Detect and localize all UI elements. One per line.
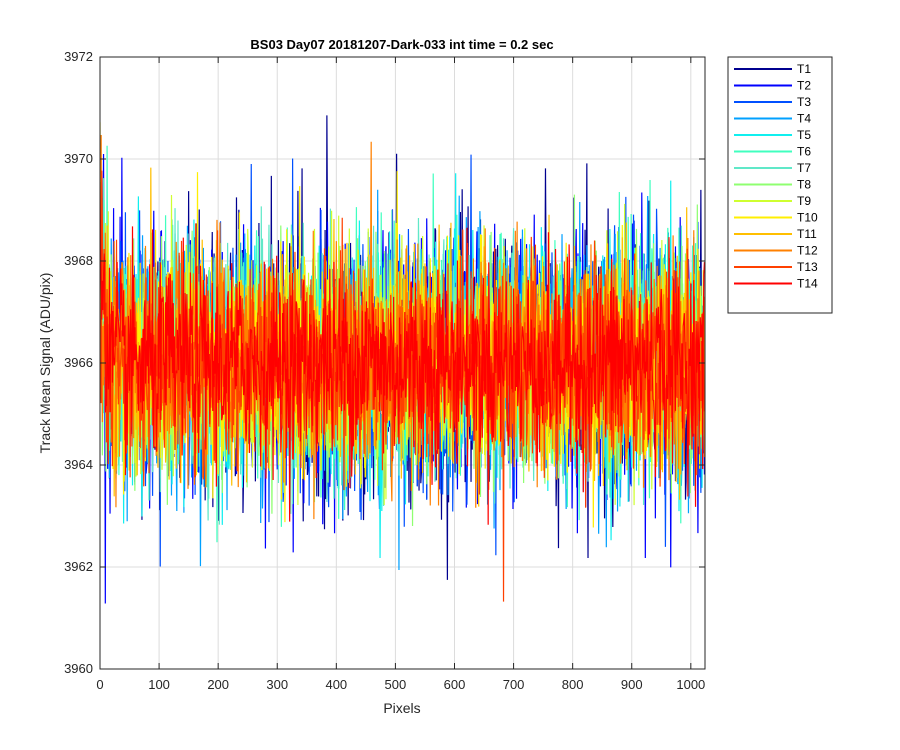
y-axis-label: Track Mean Signal (ADU/pix) [37, 273, 53, 454]
legend-entry-t3: T3 [797, 95, 811, 109]
x-tick-label: 0 [96, 677, 103, 692]
legend-entry-t9: T9 [797, 194, 811, 208]
y-tick-label: 3970 [64, 151, 93, 166]
ticks: 0 100 200 300 400 500 600 700 800 900 1000 3960 3962… [64, 49, 705, 692]
y-tick-label: 3964 [64, 457, 93, 472]
x-tick-label: 700 [503, 677, 525, 692]
x-tick-label: 300 [266, 677, 288, 692]
y-tick-label: 3960 [64, 661, 93, 676]
chart-title: BS03 Day07 20181207-Dark-033 int time = … [250, 37, 553, 52]
legend-entry-t8: T8 [797, 178, 811, 192]
series-line-t14 [100, 181, 705, 525]
x-axis-label: Pixels [383, 700, 420, 716]
legend-entry-t14: T14 [797, 277, 818, 291]
legend-entry-t6: T6 [797, 145, 811, 159]
legend-entry-t5: T5 [797, 128, 811, 142]
x-tick-label: 200 [207, 677, 229, 692]
x-tick-label: 400 [325, 677, 347, 692]
y-tick-label: 3966 [64, 355, 93, 370]
x-tick-label: 800 [562, 677, 584, 692]
legend-entry-t2: T2 [797, 79, 811, 93]
x-tick-label: 1000 [676, 677, 705, 692]
y-tick-label: 3962 [64, 559, 93, 574]
x-tick-label: 600 [444, 677, 466, 692]
x-tick-label: 500 [385, 677, 407, 692]
legend: T1 T2 T3 T4 T5 T6 T7 T8 T9 T10 T11 T12 T13 T14 [727, 56, 833, 314]
x-tick-label: 900 [621, 677, 643, 692]
legend-entry-t10: T10 [797, 211, 818, 225]
legend-entry-t13: T13 [797, 260, 818, 274]
legend-entry-t4: T4 [797, 112, 811, 126]
legend-entry-t12: T12 [797, 244, 818, 258]
series-lines [100, 115, 705, 604]
x-tick-label: 100 [148, 677, 170, 692]
legend-entry-t11: T11 [797, 227, 817, 241]
y-tick-label: 3972 [64, 49, 93, 64]
y-tick-label: 3968 [64, 253, 93, 268]
legend-entry-t7: T7 [797, 161, 811, 175]
legend-entry-t1: T1 [797, 62, 811, 76]
